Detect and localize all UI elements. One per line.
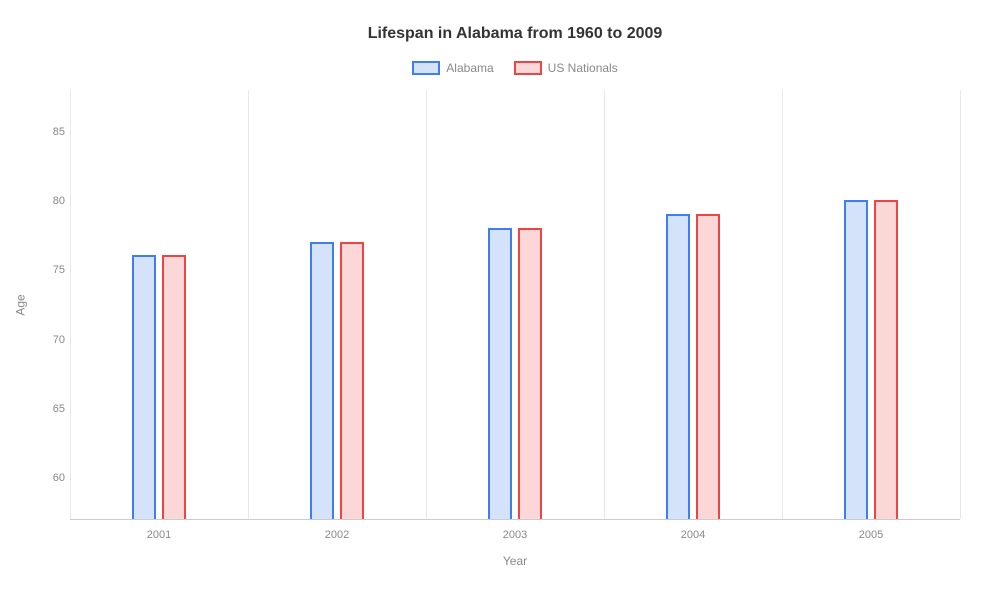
grid-line	[70, 90, 71, 519]
plot-area: Age 606570758085 20012002200320042005 Ye…	[70, 90, 960, 520]
bar	[132, 255, 156, 519]
legend-swatch	[514, 61, 542, 75]
bar	[666, 214, 690, 519]
legend-swatch	[412, 61, 440, 75]
grid-line	[604, 90, 605, 519]
bar-group	[310, 242, 364, 519]
legend-label: US Nationals	[548, 61, 618, 75]
y-tick-label: 65	[30, 403, 65, 415]
x-tick-label: 2003	[503, 529, 527, 541]
bar	[844, 200, 868, 519]
bar-group	[666, 214, 720, 519]
chart-container: Lifespan in Alabama from 1960 to 2009 Al…	[0, 0, 1000, 600]
x-tick-label: 2004	[681, 529, 705, 541]
bar	[310, 242, 334, 519]
grid-line	[426, 90, 427, 519]
bar	[874, 200, 898, 519]
bar-group	[132, 255, 186, 519]
y-tick-label: 60	[30, 472, 65, 484]
legend-label: Alabama	[446, 61, 493, 75]
grid-line	[782, 90, 783, 519]
bar	[162, 255, 186, 519]
y-tick-label: 75	[30, 264, 65, 276]
bar	[340, 242, 364, 519]
bar	[518, 228, 542, 519]
bar	[696, 214, 720, 519]
bar	[488, 228, 512, 519]
y-tick-label: 70	[30, 334, 65, 346]
x-axis-label: Year	[503, 554, 527, 568]
x-tick-label: 2002	[325, 529, 349, 541]
grid-line	[248, 90, 249, 519]
grid-line	[960, 90, 961, 519]
y-tick-label: 80	[30, 195, 65, 207]
bar-group	[488, 228, 542, 519]
y-axis: 60 65 70 75 80 85	[30, 90, 65, 520]
legend-item-alabama: Alabama	[412, 61, 493, 75]
grid-area: 20012002200320042005	[70, 90, 960, 520]
y-axis-label: Age	[14, 294, 28, 315]
legend: Alabama US Nationals	[70, 61, 960, 75]
y-tick-label: 85	[30, 126, 65, 138]
x-tick-label: 2005	[859, 529, 883, 541]
x-tick-label: 2001	[147, 529, 171, 541]
legend-item-us-nationals: US Nationals	[514, 61, 618, 75]
chart-title: Lifespan in Alabama from 1960 to 2009	[70, 25, 960, 43]
bar-group	[844, 200, 898, 519]
